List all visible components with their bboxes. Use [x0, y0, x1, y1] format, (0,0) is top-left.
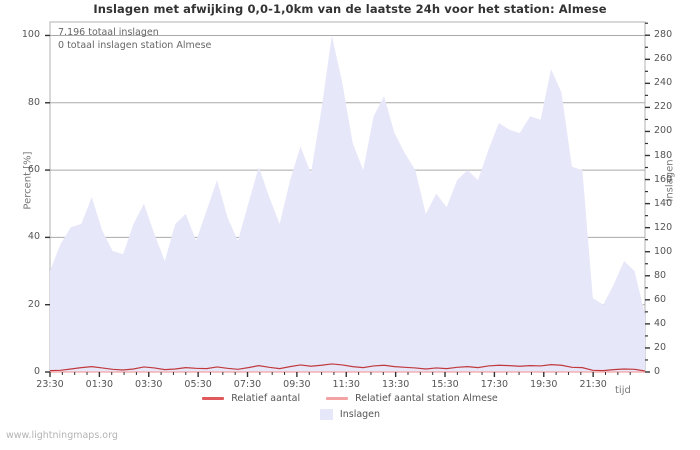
tick-label-x: 21:30 [579, 379, 607, 390]
tick-label-x: 11:30 [332, 379, 360, 390]
tick-label-y-left: 40 [27, 231, 40, 243]
legend-item-relatief-aantal[interactable]: Relatief aantal [202, 393, 300, 404]
tick-label-x: 23:30 [36, 379, 64, 390]
tick-label-y-right: 160 [654, 173, 673, 185]
legend-row-area: Inslagen [0, 406, 700, 422]
tick-label-y-left: 100 [21, 29, 40, 41]
tick-label-y-right: 240 [654, 77, 673, 89]
legend-label: Relatief aantal station Almese [355, 392, 498, 404]
annotation-total-strikes: 7.196 totaal inslagen [58, 27, 159, 38]
y-axis-left-label: Percent [%] [22, 151, 34, 210]
watermark: www.lightningmaps.org [6, 430, 118, 441]
legend-row-lines: Relatief aantal Relatief aantal station … [0, 390, 700, 406]
tick-label-y-right: 0 [654, 366, 661, 377]
tick-label-y-left: 80 [27, 96, 40, 108]
tick-label-y-right: 120 [654, 221, 673, 233]
tick-label-x: 01:30 [85, 379, 114, 390]
legend-label: Relatief aantal [231, 392, 301, 404]
tick-label-x: 19:30 [530, 379, 558, 390]
tick-label-y-right: 20 [654, 341, 667, 353]
chart-title: Inslagen met afwijking 0,0-1,0km van de … [93, 2, 607, 16]
chart-legend: Relatief aantal Relatief aantal station … [0, 390, 700, 422]
tick-label-y-right: 80 [654, 269, 667, 281]
tick-label-x: 17:30 [480, 379, 509, 390]
tick-label-y-right: 260 [654, 53, 673, 65]
legend-swatch-line-icon [326, 396, 349, 400]
x-axis-label: tijd [615, 385, 631, 396]
legend-label: Inslagen [339, 408, 381, 420]
tick-label-y-right: 200 [654, 125, 673, 137]
tick-label-x: 03:30 [135, 379, 163, 390]
tick-label-y-right: 40 [654, 317, 667, 329]
tick-label-x: 13:30 [381, 379, 410, 390]
tick-label-x: 07:30 [233, 379, 262, 390]
tick-label-y-right: 60 [654, 293, 667, 305]
tick-label-y-right: 140 [654, 197, 673, 209]
tick-label-x: 09:30 [283, 379, 311, 390]
tick-label-y-left: 60 [27, 164, 40, 176]
tick-label-y-right: 180 [654, 149, 673, 161]
annotation-station-strikes: 0 totaal inslagen station Almese [58, 40, 212, 51]
legend-swatch-area-icon [319, 408, 333, 420]
area-series-inslagen [50, 35, 645, 373]
tick-label-y-right: 100 [654, 245, 673, 257]
tick-label-x: 05:30 [184, 379, 212, 390]
line-series-relatief-aantal [49, 363, 646, 372]
legend-item-inslagen[interactable]: Inslagen [319, 408, 381, 420]
tick-label-y-right: 280 [654, 29, 673, 41]
tick-label-x: 15:30 [431, 379, 459, 390]
tick-label-y-right: 220 [654, 101, 673, 113]
tick-label-y-left: 20 [27, 298, 40, 310]
legend-swatch-line-icon [202, 396, 225, 400]
legend-item-relatief-aantal-station[interactable]: Relatief aantal station Almese [326, 393, 498, 404]
tick-label-y-left: 0 [33, 366, 40, 377]
